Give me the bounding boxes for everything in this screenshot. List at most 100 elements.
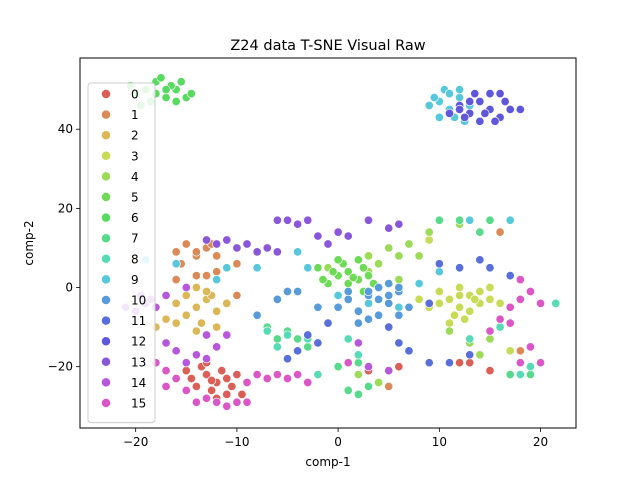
data-point [414,294,424,304]
data-point [394,362,404,372]
data-point [333,290,343,300]
data-point [394,251,404,261]
data-point [353,338,363,348]
legend-marker [101,295,111,305]
data-point [485,215,495,225]
data-point [444,318,455,328]
data-point [455,93,465,103]
data-point [293,334,303,344]
legend-label: 14 [131,376,146,390]
data-point [424,100,434,111]
legend-label: 2 [131,129,139,143]
data-point [161,366,171,376]
data-point [525,370,535,380]
data-point [181,366,191,376]
data-point [384,223,394,233]
data-point [363,271,374,281]
data-point [536,358,546,368]
legend-label: 8 [131,252,139,266]
data-point [434,215,444,225]
legend-marker [101,274,111,285]
data-point [232,290,242,300]
x-axis-label: comp-1 [305,455,350,469]
legend-marker [101,253,111,264]
data-point [434,112,444,122]
data-point [449,310,460,320]
data-point [424,227,434,237]
data-point [191,302,201,312]
data-point [414,279,424,289]
data-point [293,247,303,257]
data-point [207,385,217,395]
data-point [465,215,475,225]
x-tick-label: 0 [334,435,342,449]
data-point [303,342,313,352]
data-point [171,298,181,308]
data-point [242,377,252,388]
data-point [201,354,212,364]
data-point [343,267,353,277]
data-point [525,342,535,352]
data-point [505,318,515,328]
data-point [171,259,181,269]
data-point [303,263,313,273]
data-point [171,275,181,285]
data-point [485,294,495,304]
data-point [424,298,434,308]
legend-label: 7 [131,232,139,246]
data-point [374,282,384,293]
data-point [394,310,404,320]
data-point [515,346,525,356]
data-point [171,96,181,107]
data-point [404,302,414,312]
x-tick-label: 10 [432,435,447,449]
data-point [353,370,363,380]
legend-label: 10 [131,294,146,308]
data-point [333,362,343,372]
data-point [242,239,252,249]
data-point [429,93,439,103]
data-point [333,302,343,312]
data-point [434,286,444,297]
data-point [343,231,353,241]
data-point [465,358,475,368]
data-point [333,227,343,237]
data-point [156,73,166,83]
data-point [525,286,535,297]
data-point [424,235,434,245]
data-point [444,108,455,118]
data-point [196,318,207,328]
points-layer [121,73,561,411]
data-point [475,116,485,126]
data-point [272,215,282,225]
data-point [343,358,353,368]
data-point [343,294,353,304]
data-point [328,267,338,277]
data-point [485,282,495,293]
data-point [191,350,201,360]
data-point [191,247,201,257]
legend-marker [101,315,111,326]
data-point [272,370,282,380]
data-point [191,381,201,391]
legend-marker [101,212,111,223]
data-point [455,104,465,114]
data-point [191,271,201,281]
data-point [222,263,232,273]
data-point [455,85,465,95]
data-point [222,389,232,399]
data-point [232,259,242,269]
data-point [313,263,323,273]
data-point [363,314,374,324]
data-point [262,326,272,336]
legend-box [87,82,156,424]
legend-marker [101,89,111,99]
data-point [201,330,212,340]
data-point [272,334,282,344]
data-point [171,373,181,384]
data-point [343,286,353,297]
data-point [384,290,394,300]
x-tick-label: 20 [533,435,548,449]
legend-marker [101,192,111,202]
